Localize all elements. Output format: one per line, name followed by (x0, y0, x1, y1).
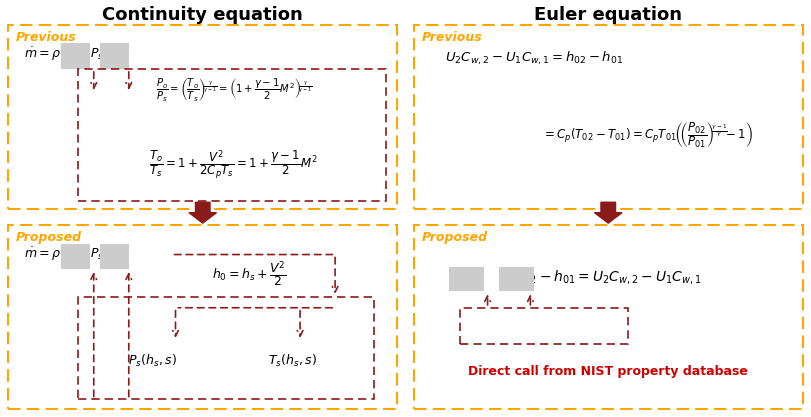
Text: $U_2C_{w,2} - U_1C_{w,1} = h_{02} - h_{01}$: $U_2C_{w,2} - U_1C_{w,1} = h_{02} - h_{0… (444, 49, 623, 67)
Text: Previous: Previous (422, 30, 483, 43)
Text: Proposed: Proposed (16, 231, 82, 244)
Text: Direct call from NIST property database: Direct call from NIST property database (468, 365, 749, 379)
Text: $\dfrac{T_o}{T_s} = 1+\dfrac{V^2}{2C_p T_s} = 1+\dfrac{\gamma-1}{2}M^2$: $\dfrac{T_o}{T_s} = 1+\dfrac{V^2}{2C_p T… (149, 148, 319, 181)
FancyBboxPatch shape (61, 43, 90, 69)
Text: $h_{02} - h_{01} = U_2C_{w,2} - U_1C_{w,1}$: $h_{02} - h_{01} = U_2C_{w,2} - U_1C_{w,… (515, 268, 702, 286)
Text: Proposed: Proposed (422, 231, 487, 244)
FancyBboxPatch shape (100, 43, 129, 69)
Text: $\dot{m} = \rho(T_s\;,\;P_s\;)AV$: $\dot{m} = \rho(T_s\;,\;P_s\;)AV$ (24, 45, 131, 63)
Text: $h_0 = h_s + \dfrac{V^2}{2}$: $h_0 = h_s + \dfrac{V^2}{2}$ (212, 260, 287, 289)
Text: $P_s(h_s,s)$: $P_s(h_s,s)$ (127, 353, 177, 369)
Text: $T_s(h_s,s)$: $T_s(h_s,s)$ (268, 353, 317, 369)
Text: $= C_p(T_{02}-T_{01}) = C_pT_{01}\!\left(\!\left(\dfrac{P_{02}}{P_{01}}\right)^{: $= C_p(T_{02}-T_{01}) = C_pT_{01}\!\left… (542, 120, 753, 150)
Text: $\dfrac{P_o}{P_s} = \left(\dfrac{T_o}{T_s}\right)^{\!\!\frac{\gamma}{\gamma-1}} : $\dfrac{P_o}{P_s} = \left(\dfrac{T_o}{T_… (156, 76, 312, 103)
FancyBboxPatch shape (500, 267, 534, 291)
FancyBboxPatch shape (61, 244, 90, 269)
Text: Previous: Previous (16, 30, 77, 43)
Text: Euler equation: Euler equation (534, 6, 682, 24)
FancyBboxPatch shape (448, 267, 483, 291)
FancyBboxPatch shape (100, 244, 129, 269)
Text: $\dot{m} = \rho(T_s\;,\;P_s\;)AV$: $\dot{m} = \rho(T_s\;,\;P_s\;)AV$ (24, 246, 131, 263)
Text: Continuity equation: Continuity equation (102, 6, 303, 24)
